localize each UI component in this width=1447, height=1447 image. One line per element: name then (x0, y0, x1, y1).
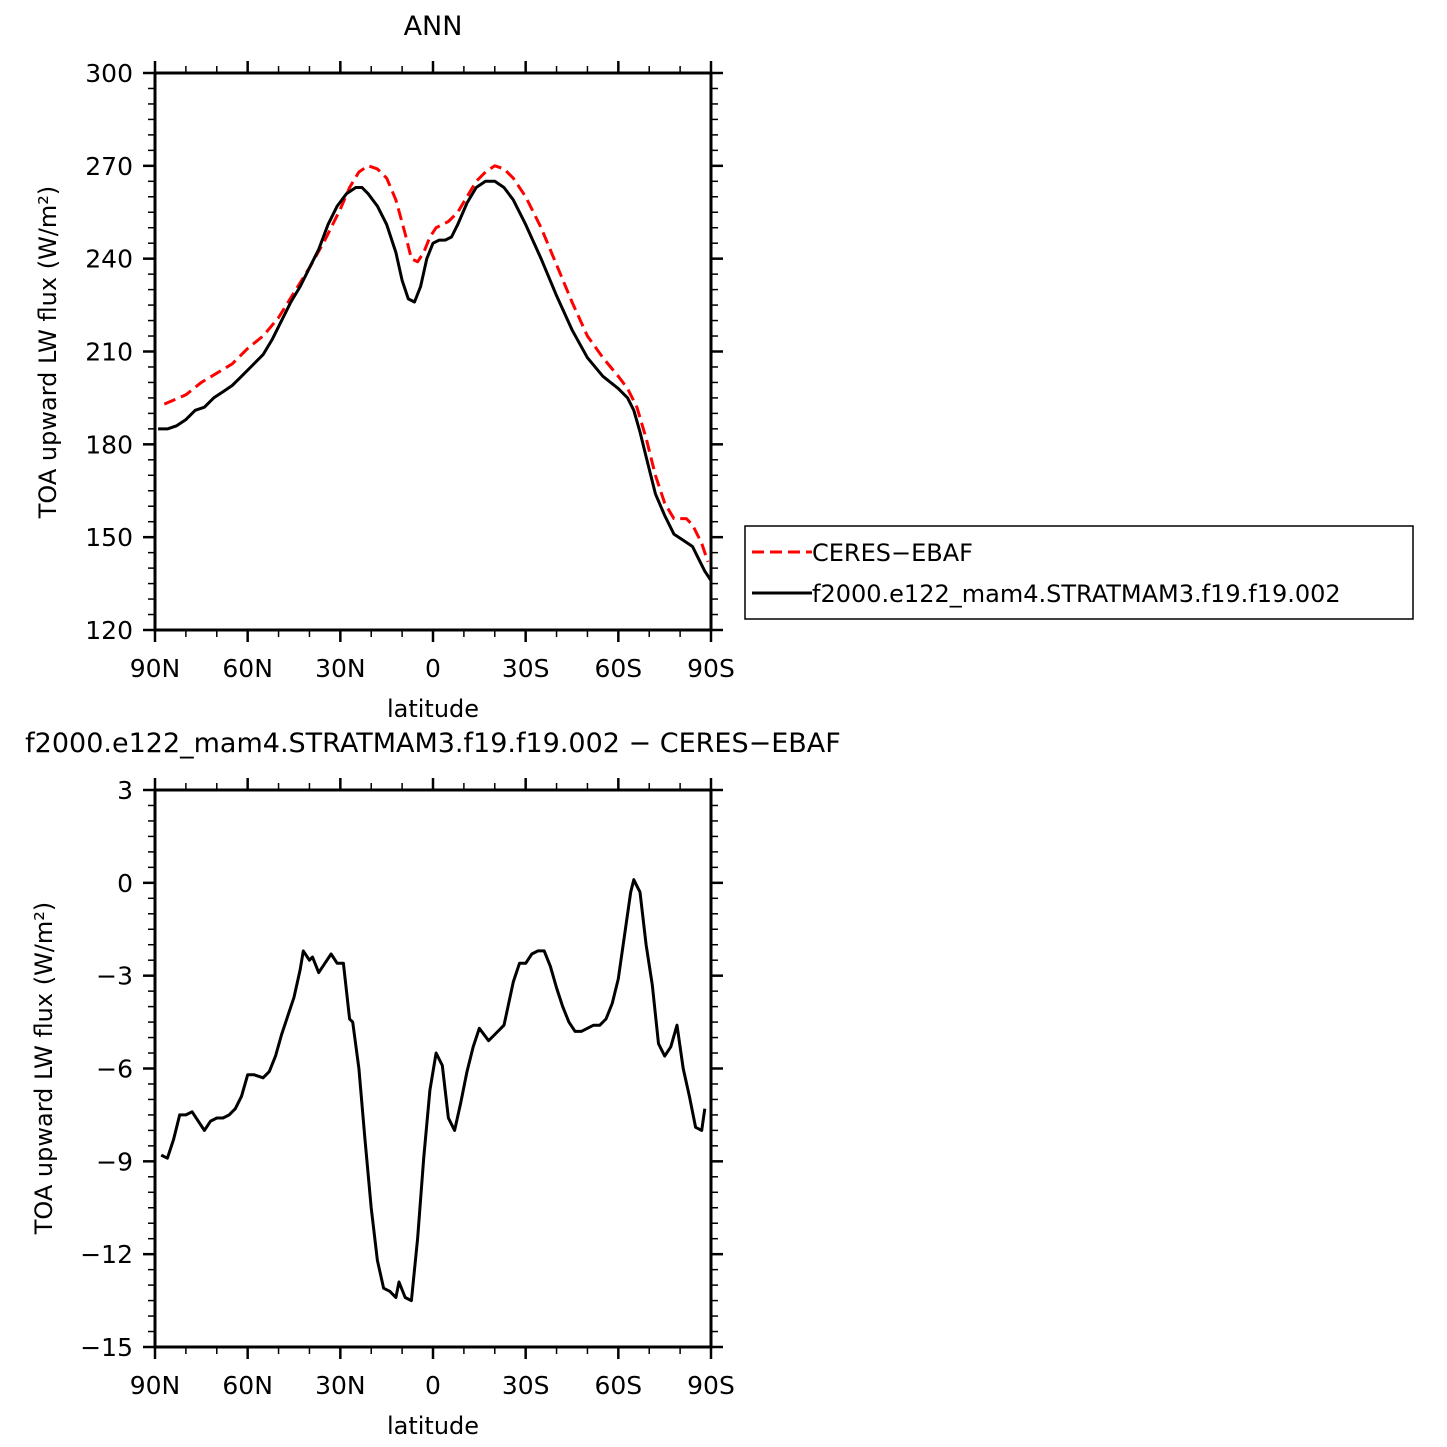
y-tick-label: −12 (80, 1240, 133, 1269)
x-tick-label: 60S (594, 1371, 642, 1400)
series-line-0 (163, 164, 710, 563)
y-tick-label: 180 (85, 430, 133, 459)
bottom-chart: f2000.e122_mam4.STRATMAM3.f19.f19.002 − … (25, 728, 841, 1440)
x-tick-label: 0 (425, 654, 441, 683)
x-tick-label: 60N (222, 654, 273, 683)
plot-frame (153, 71, 713, 632)
x-tick-label: 90S (687, 654, 735, 683)
x-axis-label: latitude (387, 695, 479, 723)
series-line-1 (158, 179, 713, 582)
legend-label-model: f2000.e122_mam4.STRATMAM3.f19.f19.002 (812, 580, 1341, 608)
x-tick-label: 0 (425, 1371, 441, 1400)
y-tick-label: 0 (117, 869, 133, 898)
y-tick-label: −3 (96, 962, 133, 991)
x-tick-label: 90S (687, 1371, 735, 1400)
y-tick-label: 210 (85, 338, 133, 367)
y-tick-label: −15 (80, 1333, 133, 1362)
y-axis-label: TOA upward LW flux (W/m²) (34, 186, 62, 520)
series-line-0 (160, 878, 707, 1303)
legend: CERES−EBAF f2000.e122_mam4.STRATMAM3.f19… (744, 525, 1414, 620)
y-axis-label: TOA upward LW flux (W/m²) (30, 902, 58, 1236)
y-tick-label: 240 (85, 245, 133, 274)
x-tick-label: 30N (315, 654, 366, 683)
x-axis-label: latitude (387, 1412, 479, 1440)
legend-label-ceres: CERES−EBAF (812, 539, 973, 567)
y-tick-label: 300 (85, 59, 133, 88)
top-chart: ANN 90N 60N 30N 0 30S 60S 90S 120 150 180 210 240 27… (34, 11, 1414, 723)
axis-ticks: 90N 60N 30N 0 30S 60S 90S −15 −12 −9 −6 −3 0 3 (80, 776, 735, 1400)
series-layer (160, 878, 707, 1303)
y-tick-label: −6 (96, 1055, 133, 1084)
axis-ticks: 90N 60N 30N 0 30S 60S 90S 120 150 180 210 240 270 300 (85, 59, 735, 683)
chart-title: f2000.e122_mam4.STRATMAM3.f19.f19.002 − … (25, 728, 841, 759)
y-tick-label: −9 (96, 1147, 133, 1176)
x-tick-label: 30S (502, 654, 550, 683)
x-tick-label: 90N (130, 1371, 181, 1400)
legend-box (744, 525, 1414, 620)
chart-title: ANN (404, 11, 463, 42)
x-tick-label: 60N (222, 1371, 273, 1400)
x-tick-label: 30S (502, 1371, 550, 1400)
y-tick-label: 270 (85, 152, 133, 181)
x-tick-label: 90N (130, 654, 181, 683)
series-layer (158, 164, 713, 582)
y-tick-label: 150 (85, 523, 133, 552)
y-tick-label: 3 (117, 776, 133, 805)
x-tick-label: 60S (594, 654, 642, 683)
y-tick-label: 120 (85, 616, 133, 645)
x-tick-label: 30N (315, 1371, 366, 1400)
plot-frame (153, 788, 713, 1349)
